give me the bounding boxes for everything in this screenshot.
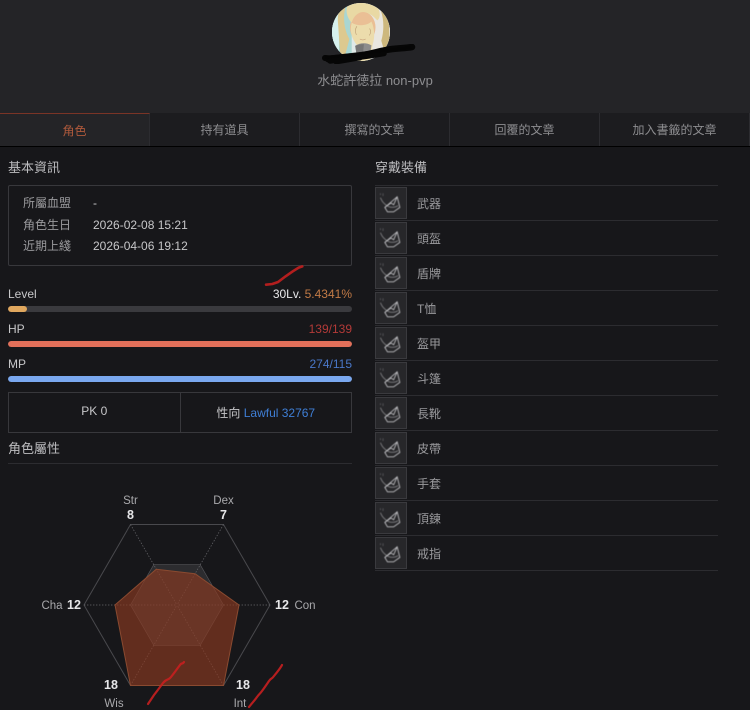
svg-text:Dex: Dex (213, 495, 234, 507)
svg-text:12: 12 (275, 598, 289, 612)
svg-text:Wis: Wis (104, 698, 123, 710)
svg-text:Int: Int (234, 698, 248, 710)
svg-text:7: 7 (220, 508, 227, 522)
svg-text:Cha: Cha (41, 600, 63, 612)
svg-text:18: 18 (236, 678, 250, 692)
svg-text:Con: Con (294, 600, 315, 612)
svg-text:8: 8 (127, 508, 134, 522)
svg-text:18: 18 (104, 678, 118, 692)
svg-text:12: 12 (67, 598, 81, 612)
svg-text:Str: Str (123, 495, 138, 507)
